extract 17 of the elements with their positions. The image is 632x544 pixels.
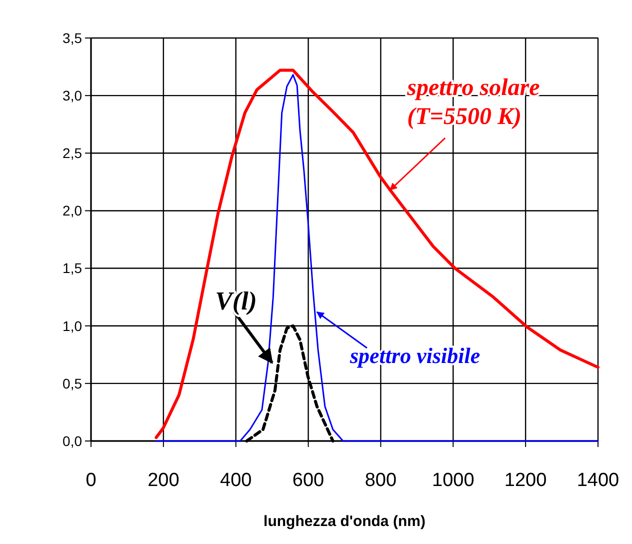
y-tick-label: 1,5 [62, 260, 82, 276]
y-tick-label: 2,5 [62, 145, 82, 162]
x-tick-label: 200 [148, 470, 180, 491]
y-tick-label: 3,0 [62, 87, 82, 104]
x-tick-label: 1000 [432, 470, 474, 491]
x-axis-title: lunghezza d'onda (nm) [264, 513, 426, 530]
y-tick-label: 0,5 [62, 375, 82, 392]
x-tick-label: 600 [292, 470, 324, 491]
x-tick-label: 400 [220, 470, 252, 491]
y-tick-label: 0,0 [62, 432, 82, 449]
x-tick-label: 1400 [576, 470, 620, 491]
x-tick-label: 800 [364, 470, 397, 491]
x-tick-label: 0 [86, 470, 96, 491]
y-tick-label: 2,0 [62, 202, 82, 219]
y-tick-label: 3,5 [62, 30, 82, 46]
x-tick-label: 1200 [504, 470, 547, 491]
y-tick-label: 1,0 [62, 318, 82, 334]
